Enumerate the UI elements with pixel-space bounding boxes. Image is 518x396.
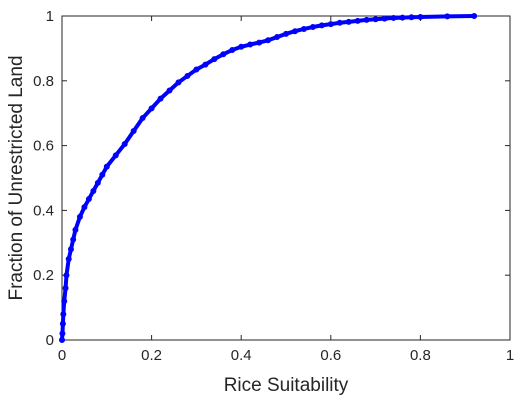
data-point [291, 28, 298, 35]
data-point [417, 13, 424, 20]
data-point [247, 41, 254, 48]
y-axis-label: Fraction of Unrestricted Land [6, 55, 27, 300]
x-tick-label: 1 [506, 347, 514, 364]
x-tick-label: 0.8 [410, 347, 431, 364]
data-point [372, 16, 379, 23]
data-point [72, 226, 79, 233]
data-point [139, 115, 146, 122]
plot-area [61, 15, 511, 341]
x-axis-label: Rice Suitability [224, 375, 349, 396]
y-tick-label: 0.2 [33, 267, 54, 284]
data-point [65, 256, 72, 263]
x-tick-label: 0 [58, 347, 66, 364]
y-tick-label: 0.6 [33, 138, 54, 155]
data-point [399, 14, 406, 21]
data-point [184, 72, 191, 79]
data-point [274, 34, 281, 41]
data-point [363, 16, 370, 23]
data-point [70, 236, 77, 243]
data-point [166, 87, 173, 94]
data-point [471, 13, 478, 20]
data-point [67, 246, 74, 253]
data-point [59, 330, 66, 337]
data-point [345, 18, 352, 25]
data-point [148, 105, 155, 112]
data-point [283, 30, 290, 37]
data-point [61, 298, 68, 305]
data-point [256, 39, 263, 46]
y-tick-labels: 0 0.2 0.4 0.6 0.8 1 [33, 8, 54, 349]
data-point [229, 47, 236, 54]
data-point [193, 66, 200, 73]
data-point [390, 14, 397, 21]
x-tick-label: 0.4 [231, 347, 252, 364]
data-point [60, 311, 67, 318]
data-point [76, 213, 83, 220]
y-tick-label: 0.4 [33, 202, 54, 219]
data-point [157, 95, 164, 102]
data-point [59, 320, 66, 327]
data-point [318, 22, 325, 29]
data-point [381, 15, 388, 22]
data-point [99, 171, 106, 178]
x-tick-labels: 0 0.2 0.4 0.6 0.8 1 [58, 347, 514, 364]
data-point [58, 337, 65, 344]
series-line [60, 14, 477, 342]
data-point [90, 187, 97, 194]
data-point [130, 128, 137, 135]
data-point [103, 163, 110, 170]
data-point [309, 24, 316, 31]
data-point [238, 43, 245, 50]
x-tick-label: 0.6 [320, 347, 341, 364]
data-point [220, 51, 227, 58]
data-point [336, 19, 343, 26]
data-point [444, 13, 451, 20]
data-point [300, 25, 307, 32]
data-point [408, 14, 415, 21]
data-point [121, 140, 128, 147]
y-tick-label: 0 [46, 332, 54, 349]
y-tick-label: 0.8 [33, 73, 54, 90]
data-point [81, 204, 88, 211]
data-point [94, 179, 101, 186]
data-point [211, 56, 218, 63]
data-point [112, 152, 119, 159]
data-point [63, 272, 70, 279]
data-point [354, 17, 361, 24]
x-tick-label: 0.2 [141, 347, 162, 364]
data-point [327, 21, 334, 28]
data-point [265, 37, 272, 44]
data-point [175, 79, 182, 86]
data-point [202, 61, 209, 68]
data-point [85, 196, 92, 203]
series-layer [58, 13, 478, 344]
data-point [62, 285, 69, 292]
y-tick-label: 1 [46, 8, 54, 25]
